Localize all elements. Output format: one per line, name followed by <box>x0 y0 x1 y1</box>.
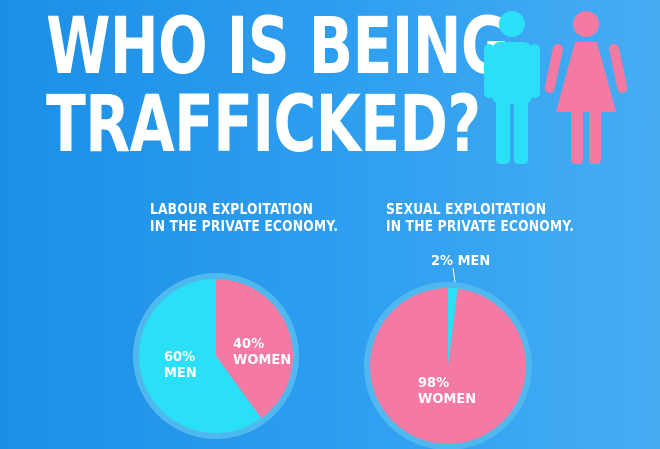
labour-chart-title: LABOUR EXPLOITATION IN THE PRIVATE ECONO… <box>150 201 338 235</box>
labour-women-value-label: 40% <box>233 337 264 352</box>
labour-pie-chart: 40%WOMEN 60%MEN <box>133 273 299 439</box>
men-slice <box>138 278 262 433</box>
sexual-women-value-label: 98% <box>418 376 449 391</box>
labour-men-name-label: MEN <box>164 366 197 381</box>
men-slice <box>448 288 458 366</box>
sexual-pie-chart: 98%WOMEN 2% MEN <box>364 254 532 449</box>
sexual-title-line-1: SEXUAL EXPLOITATION <box>386 200 547 218</box>
headline-line-1: WHO IS BEING <box>46 2 509 92</box>
labour-men-value-label: 60% <box>164 350 195 365</box>
sexual-title-line-2: IN THE PRIVATE ECONOMY. <box>386 217 575 235</box>
headline-line-2: TRAFFICKED? <box>46 80 481 170</box>
labour-title-line-2: IN THE PRIVATE ECONOMY. <box>150 217 339 235</box>
sexual-chart-title: SEXUAL EXPLOITATION IN THE PRIVATE ECONO… <box>386 201 574 235</box>
labour-women-name-label: WOMEN <box>233 353 291 368</box>
labour-title-line-1: LABOUR EXPLOITATION <box>150 200 314 218</box>
sexual-men-label: 2% MEN <box>431 254 490 269</box>
women-slice <box>216 279 293 419</box>
sexual-women-name-label: WOMEN <box>418 392 476 407</box>
man-icon <box>484 11 540 164</box>
woman-icon <box>544 11 628 164</box>
people-illustration <box>484 11 628 164</box>
pointer-line <box>452 267 456 283</box>
women-slice <box>370 288 527 444</box>
